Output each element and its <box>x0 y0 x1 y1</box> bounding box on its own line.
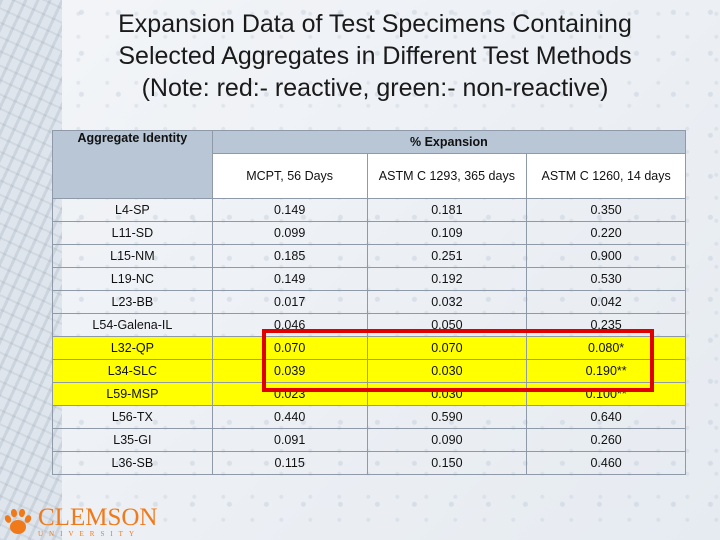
title-line-2: Selected Aggregates in Different Test Me… <box>118 42 632 70</box>
column-header-astm-1293: ASTM C 1293, 365 days <box>366 153 528 199</box>
astm1293-value: 0.070 <box>366 336 528 360</box>
aggregate-id: L56-TX <box>52 405 213 429</box>
table-row: L4-SP 0.149 0.181 0.350 <box>52 198 686 222</box>
aggregate-identity-header: Aggregate Identity <box>52 130 213 199</box>
logo-subtitle: UNIVERSITY <box>38 529 140 538</box>
astm1260-value: 0.190** <box>526 359 686 383</box>
aggregate-id: L59-MSP <box>52 382 213 406</box>
mcpt-value: 0.039 <box>211 359 368 383</box>
aggregate-id: L35-GI <box>52 428 213 452</box>
table-row: L23-BB 0.017 0.032 0.042 <box>52 290 686 314</box>
astm1293-value: 0.032 <box>366 290 528 314</box>
astm1293-value: 0.030 <box>366 359 528 383</box>
mcpt-value: 0.115 <box>211 451 368 475</box>
logo-name: CLEMSON <box>38 503 158 531</box>
aggregate-id: L54-Galena-IL <box>52 313 213 337</box>
astm1293-value: 0.192 <box>366 267 528 291</box>
astm1260-value: 0.080* <box>526 336 686 360</box>
aggregate-id: L32-QP <box>52 336 213 360</box>
table-row: L35-GI 0.091 0.090 0.260 <box>52 428 686 452</box>
mcpt-value: 0.091 <box>211 428 368 452</box>
mcpt-value: 0.149 <box>211 198 368 222</box>
table-row: L15-NM 0.185 0.251 0.900 <box>52 244 686 268</box>
slide-title: Expansion Data of Test Specimens Contain… <box>60 8 690 104</box>
astm1260-value: 0.900 <box>526 244 686 268</box>
astm1293-value: 0.090 <box>366 428 528 452</box>
astm1260-value: 0.235 <box>526 313 686 337</box>
astm1260-value: 0.042 <box>526 290 686 314</box>
table-row-highlighted: L34-SLC 0.039 0.030 0.190** <box>52 359 686 383</box>
aggregate-id: L36-SB <box>52 451 213 475</box>
astm1293-value: 0.109 <box>366 221 528 245</box>
table-row-highlighted: L59-MSP 0.023 0.030 0.100** <box>52 382 686 406</box>
expansion-table: Aggregate Identity % Expansion MCPT, 56 … <box>52 130 687 475</box>
title-line-3: (Note: red:- reactive, green:- non-react… <box>141 74 609 102</box>
table-row: L54-Galena-IL 0.046 0.050 0.235 <box>52 313 686 337</box>
mcpt-value: 0.099 <box>211 221 368 245</box>
table-row: L19-NC 0.149 0.192 0.530 <box>52 267 686 291</box>
mcpt-value: 0.185 <box>211 244 368 268</box>
astm1293-value: 0.030 <box>366 382 528 406</box>
aggregate-id: L4-SP <box>52 198 213 222</box>
astm1293-value: 0.181 <box>366 198 528 222</box>
aggregate-id: L11-SD <box>52 221 213 245</box>
astm1260-value: 0.350 <box>526 198 686 222</box>
left-texture-band <box>0 0 62 540</box>
aggregate-id: L34-SLC <box>52 359 213 383</box>
mcpt-value: 0.440 <box>211 405 368 429</box>
astm1260-value: 0.220 <box>526 221 686 245</box>
aggregate-id: L15-NM <box>52 244 213 268</box>
astm1260-value: 0.640 <box>526 405 686 429</box>
astm1293-value: 0.150 <box>366 451 528 475</box>
tiger-paw-icon <box>4 508 32 534</box>
astm1260-value: 0.260 <box>526 428 686 452</box>
mcpt-value: 0.149 <box>211 267 368 291</box>
astm1293-value: 0.590 <box>366 405 528 429</box>
title-line-1: Expansion Data of Test Specimens Contain… <box>118 10 632 38</box>
column-header-astm-1260: ASTM C 1260, 14 days <box>526 153 686 199</box>
expansion-header: % Expansion <box>211 130 687 154</box>
aggregate-id: L19-NC <box>52 267 213 291</box>
astm1260-value: 0.460 <box>526 451 686 475</box>
mcpt-value: 0.017 <box>211 290 368 314</box>
astm1260-value: 0.100** <box>526 382 686 406</box>
table-row-highlighted: L32-QP 0.070 0.070 0.080* <box>52 336 686 360</box>
mcpt-value: 0.070 <box>211 336 368 360</box>
table-row: L56-TX 0.440 0.590 0.640 <box>52 405 686 429</box>
astm1293-value: 0.050 <box>366 313 528 337</box>
table-row: L36-SB 0.115 0.150 0.460 <box>52 451 686 475</box>
mcpt-value: 0.046 <box>211 313 368 337</box>
clemson-logo: CLEMSON UNIVERSITY <box>0 504 170 540</box>
aggregate-id: L23-BB <box>52 290 213 314</box>
table-row: L11-SD 0.099 0.109 0.220 <box>52 221 686 245</box>
astm1293-value: 0.251 <box>366 244 528 268</box>
column-header-mcpt: MCPT, 56 Days <box>211 153 368 199</box>
astm1260-value: 0.530 <box>526 267 686 291</box>
mcpt-value: 0.023 <box>211 382 368 406</box>
